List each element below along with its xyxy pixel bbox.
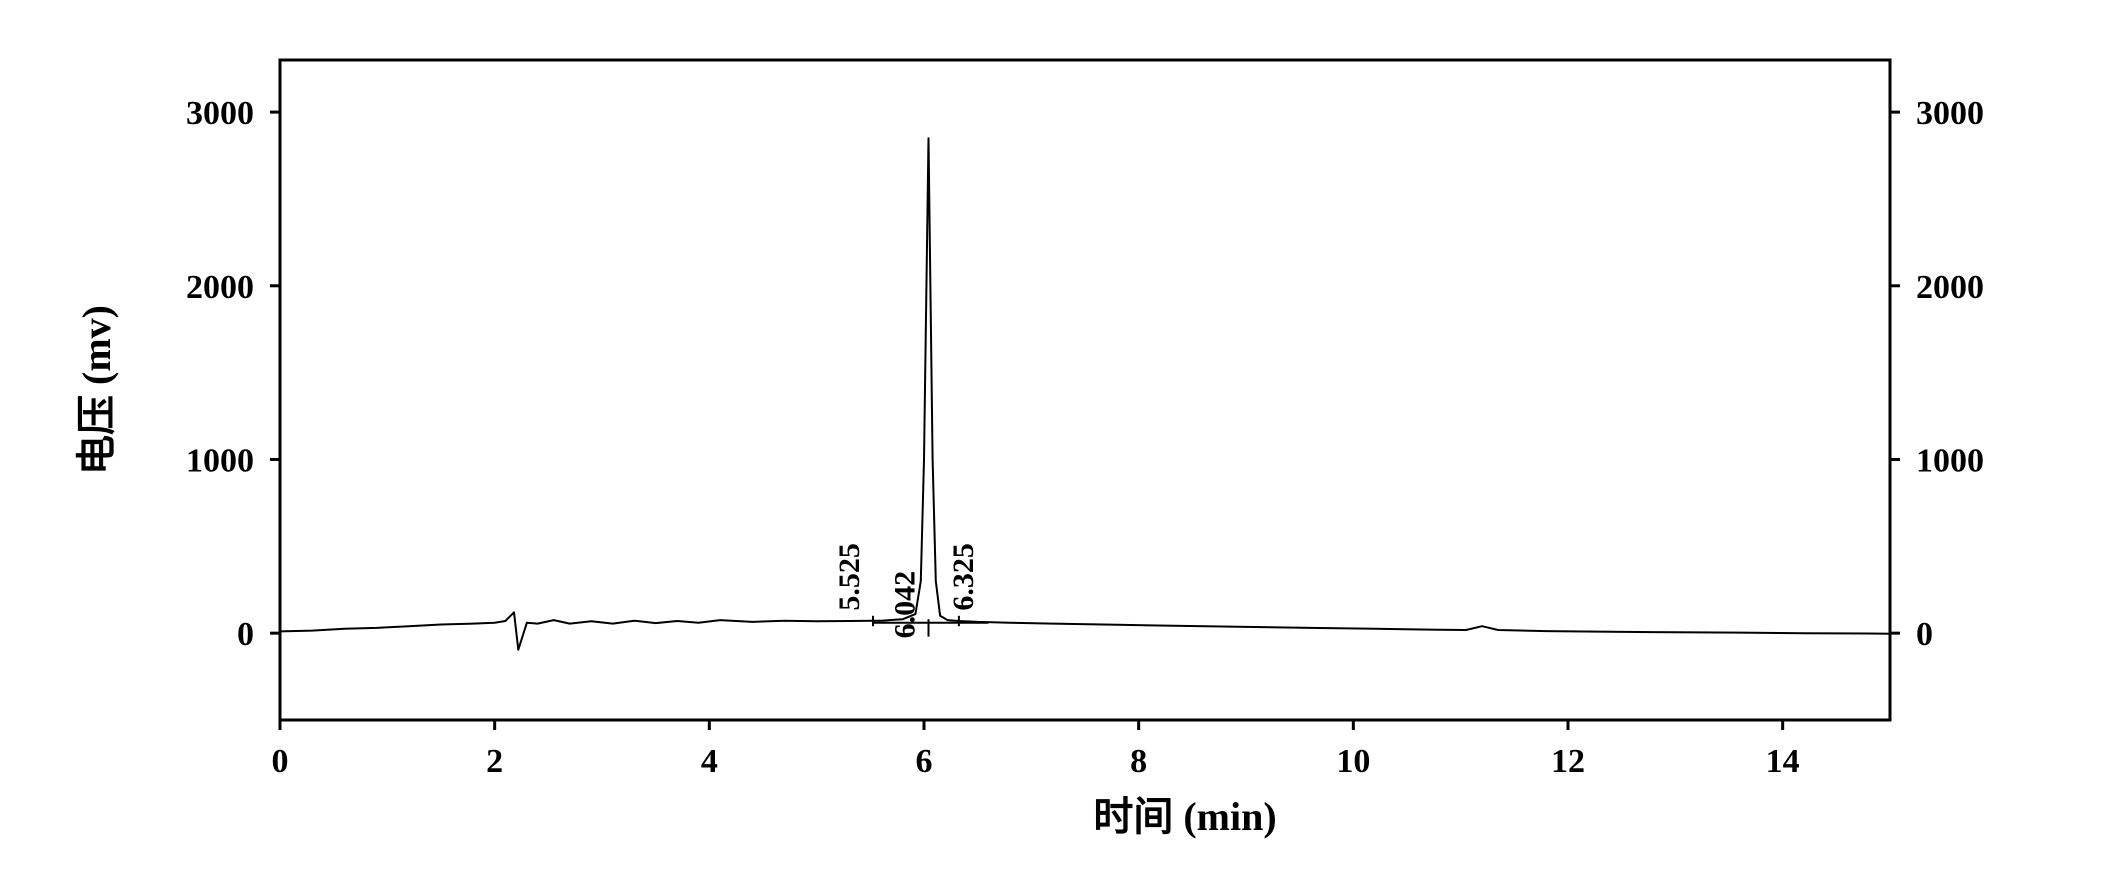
- y-right-tick-label: 1000: [1916, 442, 1984, 479]
- peak-label: 6.325: [947, 543, 980, 611]
- x-axis-title: 时间 (min): [1093, 794, 1276, 839]
- x-tick-label: 2: [486, 743, 503, 780]
- chart-svg: 0 2 4 6 8 10 12 14 0 1000 2000 3000 0 1000 2000 3000 时间 …: [0, 0, 2124, 884]
- y-left-tick-label: 2000: [186, 269, 254, 306]
- y-left-tick-label: 0: [237, 616, 254, 653]
- y-right-tick-label: 3000: [1916, 95, 1984, 132]
- x-tick-label: 14: [1766, 743, 1800, 780]
- peak-label: 6.042: [889, 571, 922, 639]
- x-tick-label: 10: [1336, 743, 1370, 780]
- y-right-tick-label: 2000: [1916, 269, 1984, 306]
- x-tick-label: 12: [1551, 743, 1585, 780]
- chromatogram-chart: 0 2 4 6 8 10 12 14 0 1000 2000 3000 0 1000 2000 3000 时间 …: [0, 0, 2124, 884]
- y-left-tick-label: 3000: [186, 95, 254, 132]
- peak-label: 5.525: [833, 543, 866, 611]
- y-axis-title: 电压 (mv): [74, 305, 119, 475]
- x-tick-label: 4: [701, 743, 718, 780]
- x-tick-label: 0: [272, 743, 289, 780]
- x-tick-label: 8: [1130, 743, 1147, 780]
- y-left-tick-label: 1000: [186, 442, 254, 479]
- y-right-tick-label: 0: [1916, 616, 1933, 653]
- x-tick-label: 6: [916, 743, 933, 780]
